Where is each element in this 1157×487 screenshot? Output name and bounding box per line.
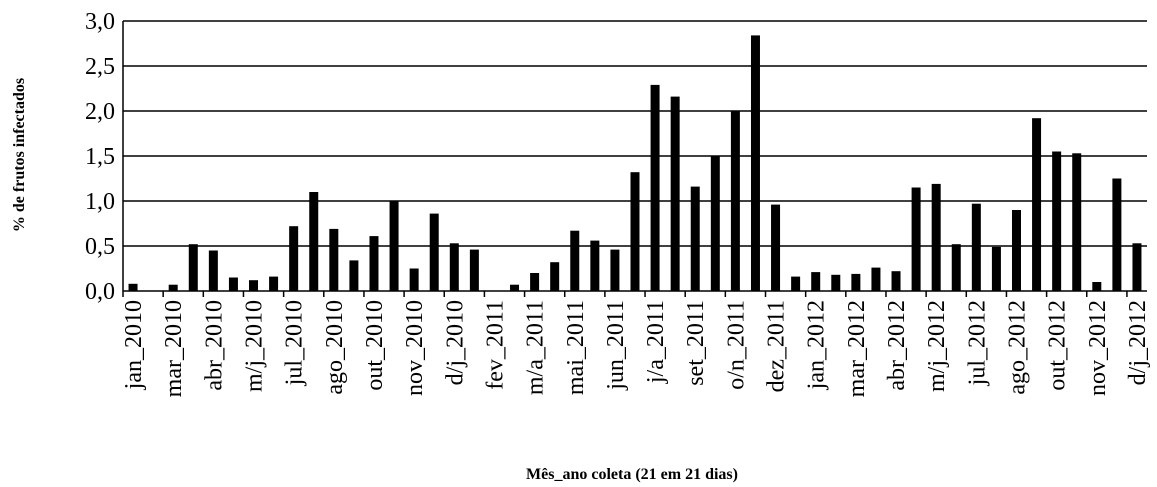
axes <box>122 21 1147 297</box>
bar <box>610 249 620 291</box>
bar <box>168 284 178 291</box>
y-tick-label: 1,0 <box>85 189 115 215</box>
bar <box>871 267 881 291</box>
bar <box>570 230 580 291</box>
bar <box>309 192 319 291</box>
bar <box>550 262 560 291</box>
bar <box>269 276 279 291</box>
bar <box>951 244 961 291</box>
bar <box>971 203 981 291</box>
bar <box>1052 151 1062 291</box>
bar <box>851 273 861 291</box>
x-tick-label: m/a_2011 <box>523 300 549 395</box>
x-tick-label: ago_2012 <box>1004 300 1030 395</box>
bar <box>811 272 821 291</box>
x-tick-label: abr_2010 <box>201 300 227 391</box>
bar <box>369 236 379 291</box>
x-axis-title: Mês_ano coleta (21 em 21 dias) <box>526 466 738 483</box>
x-tick-label: d/j_2012 <box>1125 300 1151 385</box>
bar <box>710 156 720 291</box>
bar <box>1032 118 1042 291</box>
bar <box>791 276 801 291</box>
y-tick-label: 0,5 <box>85 234 115 260</box>
bars <box>128 35 1142 292</box>
x-tick-label: d/j_2010 <box>442 300 468 385</box>
x-tick-label: abr_2012 <box>884 300 910 391</box>
bar <box>469 249 479 291</box>
bar <box>891 271 901 291</box>
x-tick-label: nov_2012 <box>1085 300 1111 396</box>
bar <box>771 204 781 291</box>
x-tick-label: nov_2010 <box>402 300 428 396</box>
y-tick-labels: 0,0 0,5 1,0 1,5 2,0 2,5 3,0 <box>85 9 115 305</box>
bar <box>228 277 238 291</box>
x-tick-label: m/j_2010 <box>242 300 268 392</box>
bar <box>1011 210 1021 291</box>
bar <box>670 96 680 291</box>
x-tick-labels: jan_2010 mar_2010 abr_2010 m/j_2010 jul_2010… <box>121 300 1151 397</box>
y-tick-label: 0,0 <box>85 279 115 305</box>
x-tick-label: j/a_2011 <box>643 300 669 384</box>
bar <box>690 186 700 291</box>
y-tick-label: 2,0 <box>85 99 115 125</box>
x-tick-label: jan_2012 <box>804 300 830 390</box>
x-tick-label: o/n_2011 <box>723 300 749 390</box>
bar <box>750 35 760 292</box>
bar <box>449 243 459 291</box>
bar <box>1092 282 1102 291</box>
x-tick-label: fev_2011 <box>482 300 508 390</box>
bar <box>530 273 540 291</box>
bar <box>188 244 198 291</box>
x-tick-label: jun_2011 <box>603 300 629 391</box>
bar <box>630 172 640 291</box>
bar <box>429 213 439 291</box>
bar <box>249 280 259 291</box>
bar <box>208 250 218 291</box>
bar <box>1112 178 1122 291</box>
x-tick-label: out_2012 <box>1045 300 1071 391</box>
bar <box>590 240 600 291</box>
y-tick-label: 3,0 <box>85 9 115 35</box>
bar <box>831 274 841 291</box>
bar <box>730 111 740 291</box>
bar <box>931 183 941 291</box>
x-tick-label: mai_2011 <box>563 300 589 395</box>
bar <box>1072 153 1082 291</box>
x-tick-label: jan_2010 <box>121 300 147 390</box>
bar <box>389 201 399 291</box>
bar <box>650 84 660 292</box>
bar <box>329 228 339 291</box>
y-tick-label: 2,5 <box>85 54 115 80</box>
y-axis-title: % de frutos infectados <box>11 78 28 232</box>
x-tick-label: jul_2010 <box>282 300 308 386</box>
x-tick-label: mar_2010 <box>161 300 187 397</box>
x-tick-label: set_2011 <box>683 300 709 386</box>
x-tick-label: m/j_2012 <box>924 300 950 392</box>
x-tick-label: out_2010 <box>362 300 388 391</box>
bar <box>1132 243 1142 291</box>
bar <box>510 284 520 291</box>
bar <box>409 268 419 291</box>
bar <box>349 260 359 291</box>
x-tick-label: jul_2012 <box>964 300 990 386</box>
y-tick-label: 1,5 <box>85 144 115 170</box>
bar <box>128 283 138 291</box>
bar <box>289 226 299 291</box>
x-tick-label: mar_2012 <box>844 300 870 397</box>
x-tick-label: ago_2010 <box>322 300 348 395</box>
x-tick-label: dez_2011 <box>764 300 790 392</box>
bar <box>911 187 921 291</box>
bar <box>991 246 1001 291</box>
